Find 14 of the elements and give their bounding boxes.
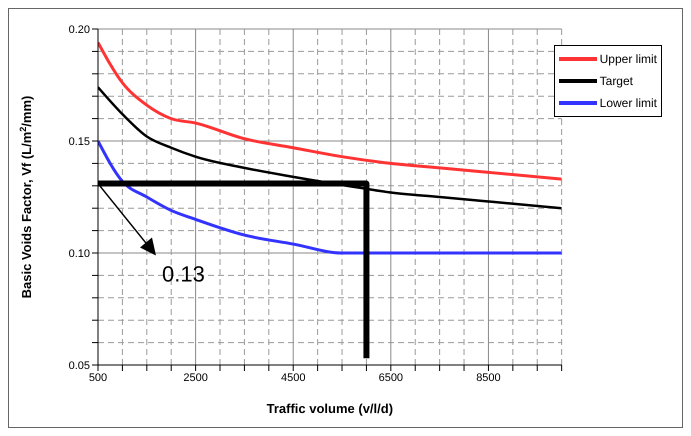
y-tick-label: 0.10 [68, 248, 90, 260]
legend-label: Target [600, 74, 633, 88]
legend-label: Upper limit [600, 52, 657, 66]
x-tick-label: 2500 [183, 372, 208, 384]
legend-label: Lower limit [600, 96, 657, 110]
y-tick-label: 0.15 [68, 136, 90, 148]
y-tick-label: 0.05 [68, 360, 90, 372]
annotation: 0.13 [162, 262, 205, 287]
x-tick-label: 500 [88, 372, 108, 384]
x-tick-label: 4500 [280, 372, 306, 384]
x-tick-label: 8500 [476, 372, 501, 384]
x-axis-title: Traffic volume (v/l/d) [266, 401, 394, 416]
x-tick-label: 6500 [378, 372, 404, 384]
y-tick-label: 0.20 [68, 24, 90, 36]
